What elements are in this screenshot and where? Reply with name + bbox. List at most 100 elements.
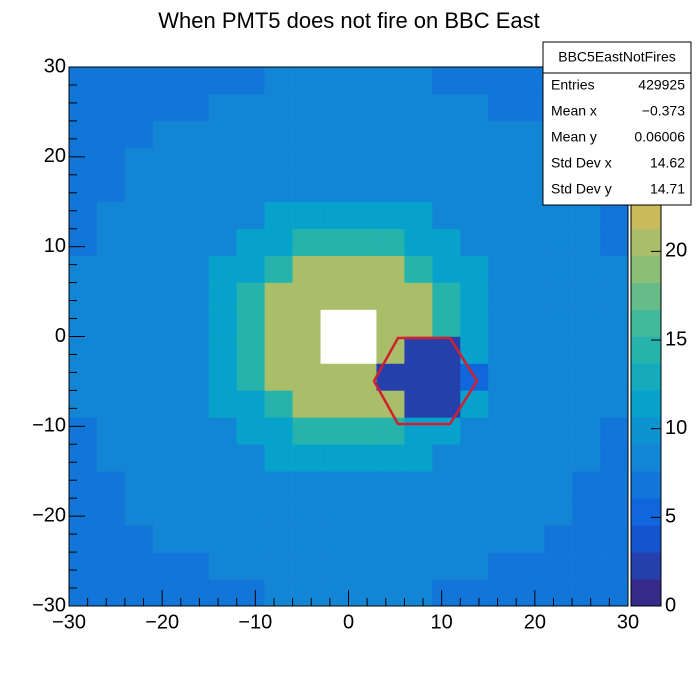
cell [124, 147, 154, 176]
cell [208, 228, 237, 256]
cell [180, 336, 210, 364]
cell [69, 174, 98, 203]
cell [348, 147, 377, 176]
cell [348, 120, 377, 149]
cell [432, 444, 461, 472]
cell [152, 228, 182, 256]
stats-label: Std Dev x [551, 155, 612, 171]
cell [600, 444, 629, 472]
cell [180, 147, 210, 176]
cell [124, 390, 154, 418]
cell [544, 228, 573, 256]
cell [544, 201, 573, 229]
cell [348, 336, 377, 364]
colorbar-level [631, 255, 661, 283]
cell [348, 309, 377, 337]
cell [236, 255, 265, 283]
cell [488, 498, 517, 526]
y-tick-label: 0 [55, 325, 66, 347]
cell [348, 174, 377, 203]
cell [124, 471, 154, 499]
colorbar-level [631, 444, 661, 472]
cell [460, 228, 489, 256]
cell [264, 471, 293, 499]
cell [432, 147, 461, 176]
cell [376, 498, 405, 526]
cell [432, 282, 461, 310]
cell [264, 417, 293, 445]
cell [376, 309, 405, 337]
cell [376, 147, 405, 176]
cell [152, 444, 182, 472]
cell [96, 498, 126, 526]
cell [348, 525, 377, 553]
cell [292, 228, 321, 256]
cell [432, 93, 461, 122]
cell [544, 525, 573, 553]
cell [264, 444, 293, 472]
cell [348, 282, 377, 310]
y-tick-label: 30 [44, 55, 66, 77]
cell [152, 93, 182, 122]
cell [152, 282, 182, 310]
cell [236, 282, 265, 310]
cell [460, 525, 489, 553]
cell [96, 201, 126, 229]
cell [236, 147, 265, 176]
cell [516, 579, 545, 607]
x-tick-label: −30 [52, 611, 86, 633]
cell [320, 579, 349, 607]
colorbar-level [631, 498, 661, 526]
cell [320, 471, 349, 499]
cell [292, 417, 321, 445]
cell [460, 444, 489, 472]
cell [348, 67, 377, 95]
cell [320, 255, 349, 283]
cell [432, 174, 461, 203]
y-tick-label: 20 [44, 145, 66, 167]
cell [69, 363, 98, 391]
cell [236, 228, 265, 256]
cell [236, 417, 265, 445]
cell [236, 93, 265, 122]
cell [180, 363, 210, 391]
chart-title: When PMT5 does not fire on BBC East [158, 8, 540, 33]
cell [208, 336, 237, 364]
cell [208, 390, 237, 418]
cell [376, 255, 405, 283]
cell [572, 417, 601, 445]
cell [404, 390, 433, 418]
cell [432, 255, 461, 283]
cell [208, 67, 237, 95]
cell [152, 120, 182, 149]
cell [152, 309, 182, 337]
cell [404, 471, 433, 499]
cell [96, 282, 126, 310]
cell [320, 228, 349, 256]
cell [432, 228, 461, 256]
cell [348, 498, 377, 526]
cell [96, 228, 126, 256]
cell [180, 471, 210, 499]
cell [572, 390, 601, 418]
cell [292, 525, 321, 553]
cell [264, 309, 293, 337]
cell [404, 174, 433, 203]
cell [600, 498, 629, 526]
cell [432, 336, 461, 364]
cell [600, 336, 629, 364]
cell [264, 390, 293, 418]
cell [69, 444, 98, 472]
cell [292, 363, 321, 391]
stats-name: BBC5EastNotFires [558, 49, 675, 65]
cell [460, 390, 489, 418]
cell [572, 228, 601, 256]
cell [208, 147, 237, 176]
cell [320, 93, 349, 122]
cell [572, 579, 601, 607]
cell [572, 282, 601, 310]
cell [124, 120, 154, 149]
cell [348, 552, 377, 580]
cell [516, 67, 545, 95]
cell [96, 309, 126, 337]
